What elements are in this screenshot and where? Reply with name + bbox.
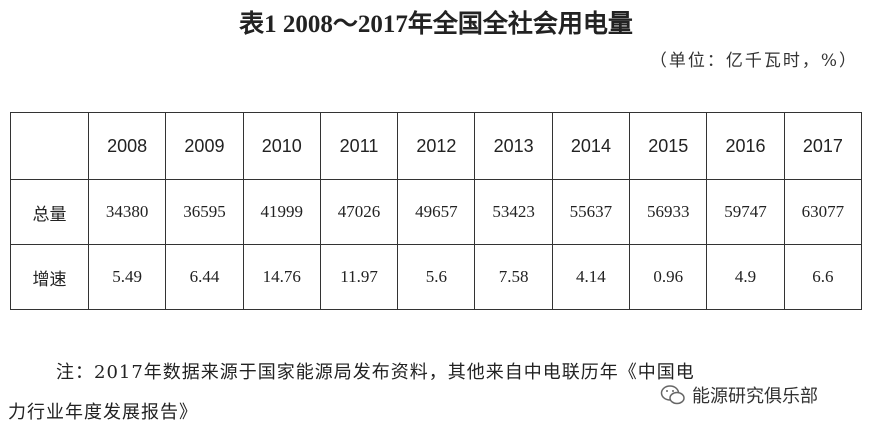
header-cell: 2016 bbox=[706, 112, 785, 180]
data-cell: 49657 bbox=[397, 179, 476, 245]
note-line: 力行业年度发展报告》 bbox=[8, 402, 198, 423]
row-label: 总量 bbox=[10, 179, 89, 245]
watermark-text: 能源研究俱乐部 bbox=[692, 386, 818, 407]
data-cell: 59747 bbox=[706, 179, 785, 245]
data-row: 增速 5.49 6.44 14.76 11.97 5.6 7.58 4.14 0.96 4.9 6.… bbox=[10, 244, 863, 310]
data-cell: 56933 bbox=[629, 179, 708, 245]
title: 表1 2008～2017年全国全社会用电量 bbox=[239, 11, 633, 38]
wechat-icon bbox=[660, 385, 685, 405]
unit: （单位：亿千瓦时，%） bbox=[649, 51, 858, 71]
data-cell: 53423 bbox=[474, 179, 553, 245]
data-cell: 11.97 bbox=[319, 244, 399, 310]
header-cell: 2009 bbox=[165, 112, 244, 180]
data-cell: 36595 bbox=[165, 179, 244, 245]
data-cell: 41999 bbox=[242, 179, 321, 245]
data-cell: 5.6 bbox=[397, 244, 476, 310]
header-cell: 2008 bbox=[87, 112, 167, 180]
data-cell: 5.49 bbox=[87, 244, 167, 310]
data-cell: 4.14 bbox=[551, 244, 631, 310]
data-table: 2008 2009 2010 2011 2012 2013 2014 2015 2016 2017… bbox=[10, 112, 863, 310]
header-cell: 2012 bbox=[397, 112, 476, 180]
data-cell: 14.76 bbox=[242, 244, 321, 310]
data-cell: 6.6 bbox=[783, 244, 863, 310]
header-cell bbox=[10, 112, 89, 180]
header-cell: 2013 bbox=[474, 112, 553, 180]
header-cell: 2014 bbox=[551, 112, 631, 180]
data-cell: 47026 bbox=[319, 179, 399, 245]
data-cell: 34380 bbox=[87, 179, 167, 245]
header-cell: 2015 bbox=[629, 112, 708, 180]
data-row: 总量 34380 36595 41999 47026 49657 53423 55637 569… bbox=[10, 179, 863, 245]
header-cell: 2017 bbox=[783, 112, 863, 180]
header-row: 2008 2009 2010 2011 2012 2013 2014 2015 2016 2017 bbox=[10, 112, 863, 180]
note-line: 注：2017年数据来源于国家能源局发布资料，其他来自中电联历年《中国电 bbox=[56, 362, 695, 383]
data-cell: 7.58 bbox=[474, 244, 553, 310]
watermark: 能源研究俱乐部 bbox=[660, 382, 818, 408]
header-cell: 2011 bbox=[319, 112, 399, 180]
header-cell: 2010 bbox=[242, 112, 321, 180]
data-cell: 55637 bbox=[551, 179, 631, 245]
row-label: 增速 bbox=[10, 244, 89, 310]
data-cell: 63077 bbox=[783, 179, 863, 245]
data-cell: 0.96 bbox=[629, 244, 708, 310]
data-cell: 6.44 bbox=[165, 244, 244, 310]
data-cell: 4.9 bbox=[706, 244, 785, 310]
